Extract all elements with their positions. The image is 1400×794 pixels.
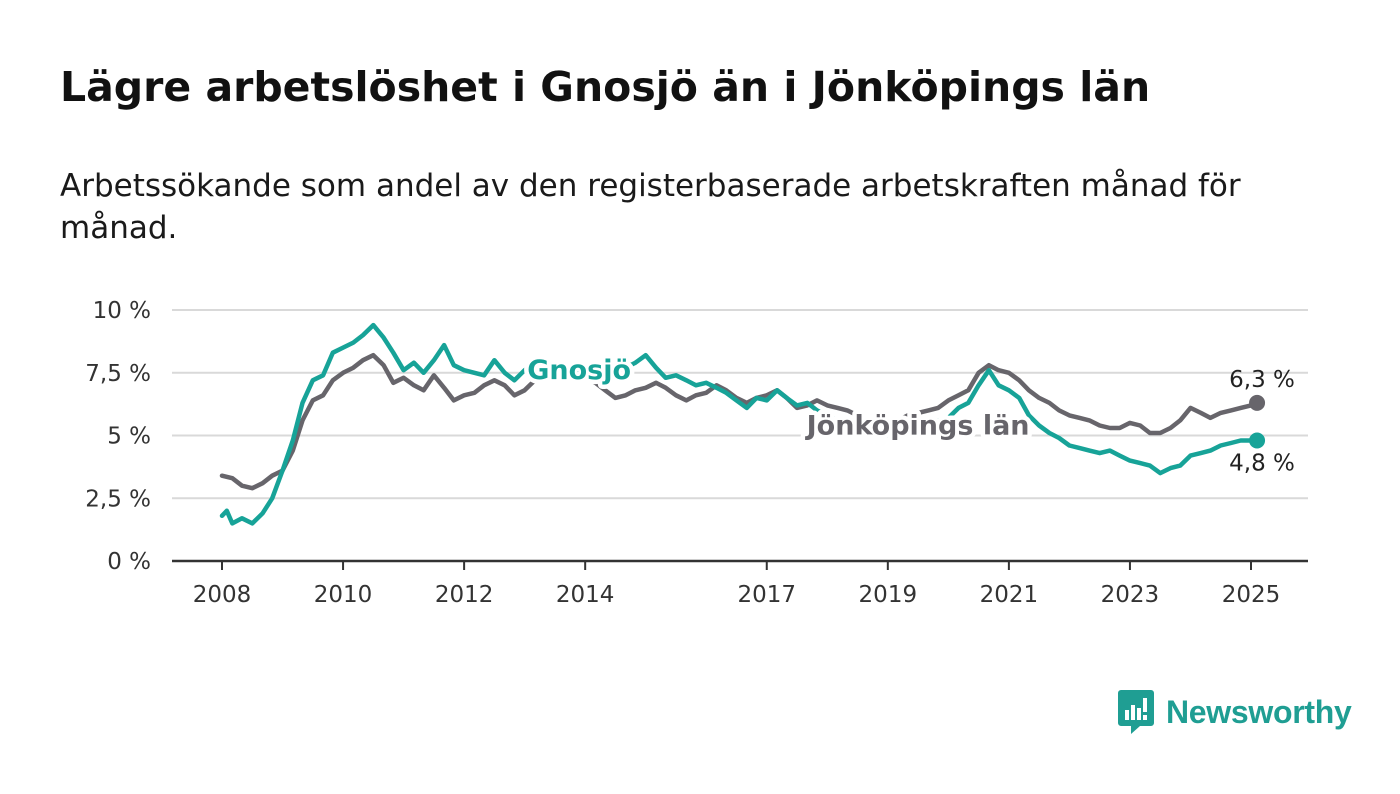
x-tick-label: 2008 bbox=[193, 582, 252, 608]
inline-series-label: Jönköpings län bbox=[805, 410, 1030, 441]
newsworthy-chart-bubble-icon bbox=[1118, 690, 1154, 734]
end-point-marker bbox=[1249, 432, 1266, 449]
x-tick-label: 2014 bbox=[556, 582, 615, 608]
series-line-gnosjö bbox=[219, 322, 1260, 526]
x-tick-label: 2021 bbox=[980, 582, 1039, 608]
chart-subtitle: Arbetssökande som andel av den registerb… bbox=[60, 168, 1241, 246]
x-tick-label: 2019 bbox=[859, 582, 918, 608]
series-line-jönköpings-län bbox=[219, 352, 1260, 491]
y-axis-tick-labels: 0 % 2,5 % 5 % 7,5 % 10 % bbox=[85, 298, 151, 575]
newsworthy-logo: Newsworthy bbox=[1118, 690, 1352, 734]
y-tick-label: 10 % bbox=[93, 298, 151, 324]
x-tick-label: 2023 bbox=[1101, 582, 1160, 608]
y-tick-label: 7,5 % bbox=[85, 361, 151, 387]
brand-name: Newsworthy bbox=[1166, 693, 1352, 730]
end-point-marker bbox=[1249, 394, 1266, 411]
x-tick-label: 2012 bbox=[435, 582, 494, 608]
end-value-label: 6,3 % bbox=[1229, 367, 1295, 393]
inline-series-label: Gnosjö bbox=[527, 355, 631, 386]
y-tick-label: 5 % bbox=[107, 424, 151, 450]
y-tick-label: 2,5 % bbox=[85, 486, 151, 512]
x-axis: 2008 2010 2012 2014 2017 2019 2021 2023 2025 bbox=[172, 559, 1308, 608]
chart-title: Lägre arbetslöshet i Gnosjö än i Jönköpi… bbox=[60, 63, 1151, 111]
grid-lines bbox=[172, 309, 1308, 500]
y-tick-label: 0 % bbox=[107, 549, 151, 575]
x-tick-label: 2010 bbox=[314, 582, 373, 608]
x-tick-label: 2017 bbox=[737, 582, 796, 608]
x-tick-label: 2025 bbox=[1222, 582, 1281, 608]
series-end-markers: 6,3 % 4,8 % bbox=[1229, 367, 1295, 477]
end-value-label: 4,8 % bbox=[1229, 451, 1295, 477]
series-lines bbox=[219, 322, 1260, 526]
series-inline-labels: Gnosjö Jönköpings län bbox=[523, 351, 1034, 446]
